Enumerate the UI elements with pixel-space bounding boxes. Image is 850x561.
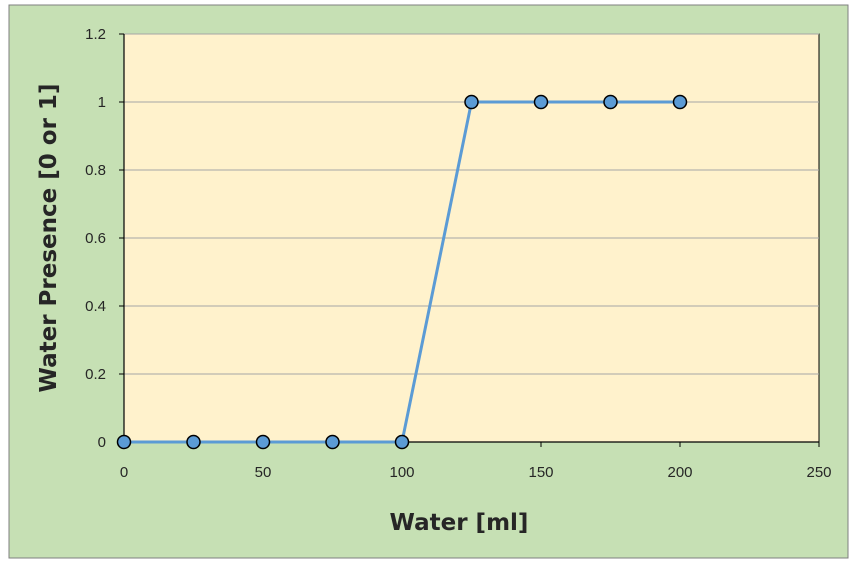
data-point-1 xyxy=(186,434,201,450)
y-tick-label-4: 0.8 xyxy=(85,162,106,179)
x-axis-title: Water [ml] xyxy=(390,510,529,536)
y-tick-label-3: 0.6 xyxy=(85,230,106,247)
x-tick-label-4: 200 xyxy=(667,464,692,481)
data-point-4 xyxy=(394,434,410,450)
data-point-5 xyxy=(464,94,479,110)
x-tick-label-1: 50 xyxy=(255,464,272,481)
y-tick-label-5: 1 xyxy=(98,94,106,111)
data-point-2 xyxy=(255,434,271,450)
x-tick-label-2: 100 xyxy=(389,464,414,481)
tick-labels: 0 0.2 0.4 0.6 0.8 1 1.2 0 50 100 150 200 250 xyxy=(85,26,831,481)
y-tick-label-0: 0 xyxy=(98,434,106,451)
y-tick-label-1: 0.2 xyxy=(85,366,106,383)
y-axis-title: Water Presence [0 or 1] xyxy=(36,84,62,393)
data-point-0 xyxy=(116,434,132,450)
data-point-3 xyxy=(325,434,340,450)
data-point-6 xyxy=(533,94,549,110)
data-point-8 xyxy=(672,94,688,110)
x-tick-label-3: 150 xyxy=(528,464,553,481)
y-tick-label-2: 0.4 xyxy=(85,298,106,315)
x-tick-label-5: 250 xyxy=(806,464,831,481)
data-series xyxy=(116,94,688,450)
x-tick-label-0: 0 xyxy=(120,464,128,481)
data-point-7 xyxy=(603,94,618,110)
y-tick-label-6: 1.2 xyxy=(85,26,106,43)
